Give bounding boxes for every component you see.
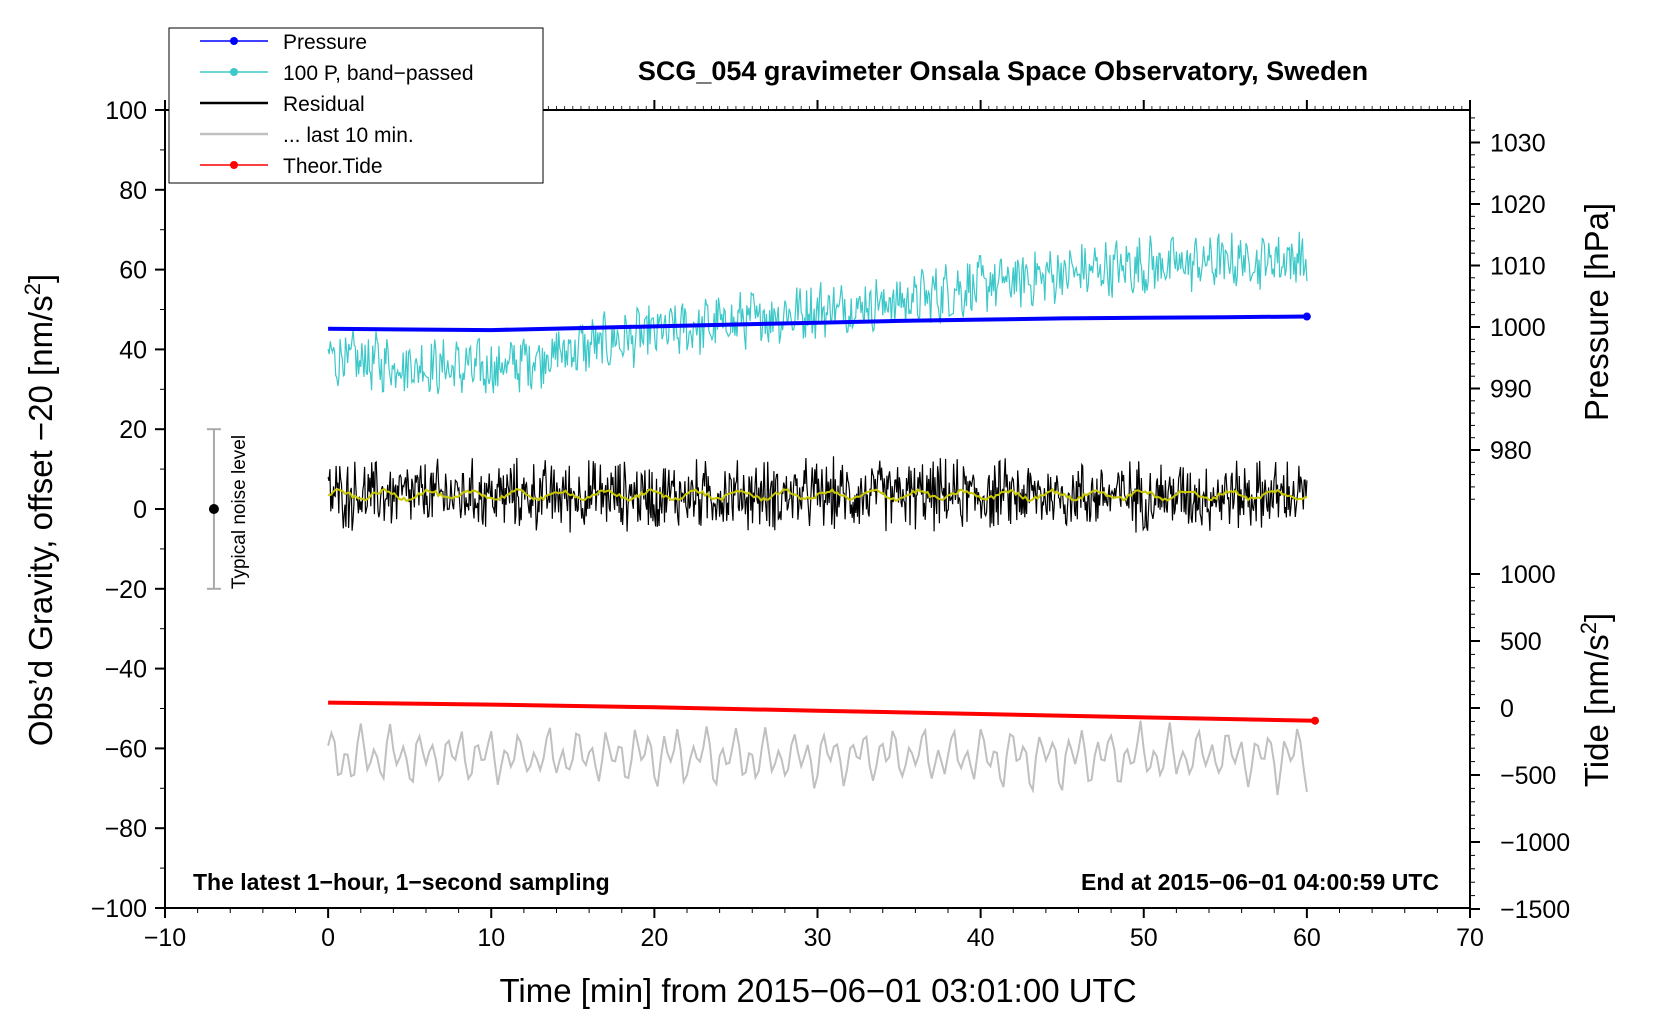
y-tick-label: 80 xyxy=(119,177,147,205)
y-tick-label: 100 xyxy=(105,97,147,125)
legend-label: Pressure xyxy=(283,31,367,54)
legend-marker xyxy=(230,161,238,169)
legend-label: Residual xyxy=(283,93,365,116)
pressure-tick-label: 1010 xyxy=(1490,253,1546,281)
legend-label: Theor.Tide xyxy=(283,155,383,178)
y-axis-title-pressure: Pressure [hPa] xyxy=(1578,203,1615,421)
x-tick-label: 30 xyxy=(804,924,832,952)
residual-line xyxy=(327,456,1308,533)
x-tick-label: 40 xyxy=(967,924,995,952)
residual-smoothed-line xyxy=(327,487,1308,503)
pressure-end-point xyxy=(1302,312,1311,321)
noise-center-dot xyxy=(208,504,219,514)
y-axis-title-left: Obs’d Gravity, offset −20 [nm/s2] xyxy=(20,274,59,746)
tide-tick-label: −1500 xyxy=(1500,896,1570,924)
y-axis-title-left-sup: 2 xyxy=(20,283,45,295)
series-layer xyxy=(206,231,1320,796)
x-tick-label: 10 xyxy=(477,924,505,952)
tide-tick-label: 0 xyxy=(1500,695,1514,723)
tide-tick-label: −500 xyxy=(1500,762,1556,790)
legend-box xyxy=(168,27,544,184)
chart-title: SCG_054 gravimeter Onsala Space Observat… xyxy=(638,56,1368,86)
y-axis-title-tide: Tide [nm/s2] xyxy=(1576,613,1615,787)
y-tick-label: −60 xyxy=(105,735,147,763)
y-tick-label: 60 xyxy=(119,257,147,285)
y-tick-label: −40 xyxy=(105,656,147,684)
tide-tick-label: 500 xyxy=(1500,628,1542,656)
noise-level-label: Typical noise level xyxy=(229,435,250,589)
pressure-tick-label: 1000 xyxy=(1490,314,1546,342)
y-tick-label: 40 xyxy=(119,336,147,364)
band-passed-pressure-line xyxy=(327,231,1308,395)
annotation-bottom-left: The latest 1−hour, 1−second sampling xyxy=(193,869,610,895)
x-axis-title: Time [min] from 2015−06−01 03:01:00 UTC xyxy=(499,972,1136,1009)
x-tick-label: 70 xyxy=(1456,924,1484,952)
x-tick-label: 0 xyxy=(321,924,335,952)
legend-label: ... last 10 min. xyxy=(283,124,414,147)
axes-layer: −10 0 10 20 30 40 50 60 70−100−80−60−40−20020406… xyxy=(91,97,1571,952)
tide-tick-label: 1000 xyxy=(1500,561,1556,589)
last-10-min-line xyxy=(327,720,1308,796)
y-axis-title-left-end: ] xyxy=(22,274,59,283)
x-tick-label: 20 xyxy=(640,924,668,952)
y-tick-label: 20 xyxy=(119,416,147,444)
y-tick-label: −20 xyxy=(105,576,147,604)
y-axis-title-tide-sup: 2 xyxy=(1576,622,1601,634)
y-axis-title-tide-end: ] xyxy=(1578,613,1615,622)
y-axis-title-left-main: Obs’d Gravity, offset −20 [nm/s xyxy=(22,295,59,746)
legend: Pressure 100 P, band−passed Residual ... la… xyxy=(168,27,544,184)
pressure-line xyxy=(328,314,1307,333)
tide-tick-label: −1000 xyxy=(1500,829,1570,857)
legend-marker xyxy=(230,68,238,76)
x-tick-label: −10 xyxy=(144,924,186,952)
labels-layer: SCG_054 gravimeter Onsala Space Observat… xyxy=(20,56,1615,1009)
pressure-tick-label: 1020 xyxy=(1490,191,1546,219)
annotation-bottom-right: End at 2015−06−01 04:00:59 UTC xyxy=(1081,869,1439,895)
tide-line xyxy=(328,700,1316,723)
y-tick-label: −100 xyxy=(91,895,147,923)
y-tick-label: −80 xyxy=(105,815,147,843)
pressure-tick-label: 1030 xyxy=(1490,130,1546,158)
x-tick-label: 50 xyxy=(1130,924,1158,952)
legend-label: 100 P, band−passed xyxy=(283,62,474,85)
y-tick-label: 0 xyxy=(133,496,147,524)
pressure-tick-label: 990 xyxy=(1490,376,1532,404)
legend-marker xyxy=(230,37,238,45)
tide-end-point xyxy=(1311,716,1320,725)
pressure-tick-label: 980 xyxy=(1490,437,1532,465)
x-tick-label: 60 xyxy=(1293,924,1321,952)
y-axis-title-tide-main: Tide [nm/s xyxy=(1578,634,1615,787)
